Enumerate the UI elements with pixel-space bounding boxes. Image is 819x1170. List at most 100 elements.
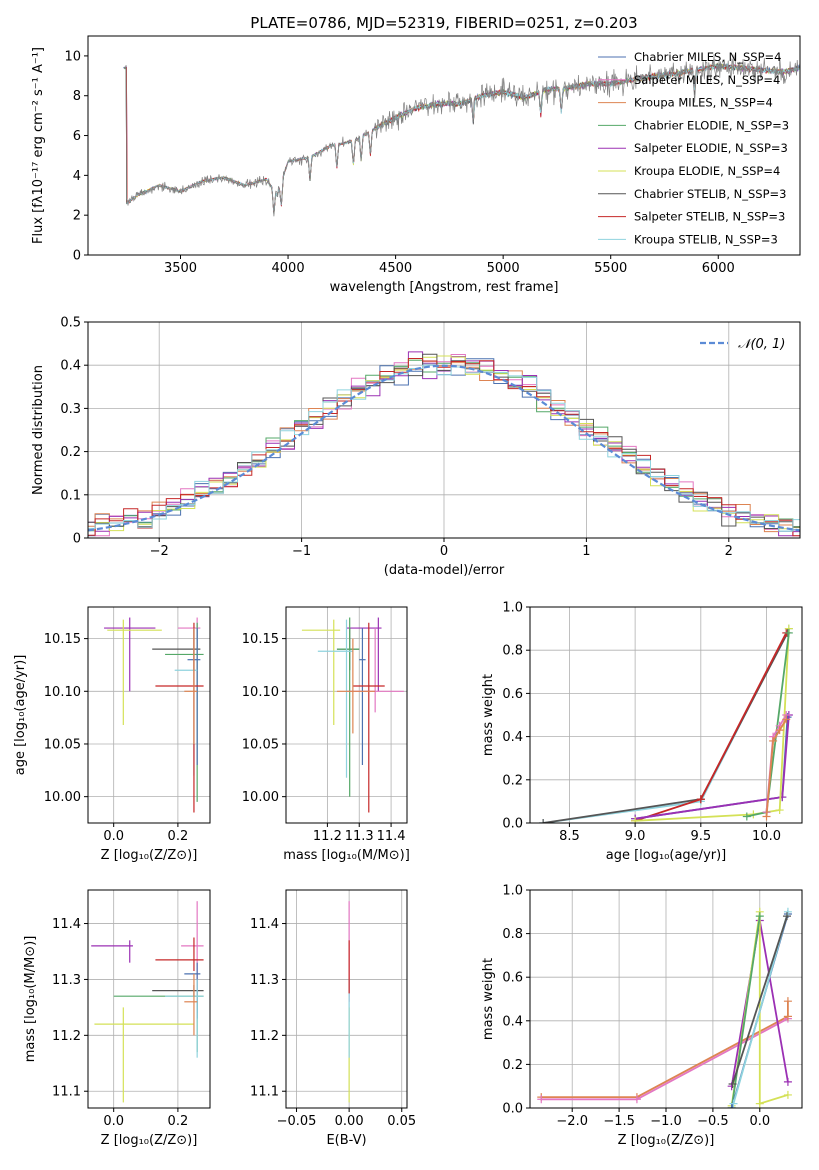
y-tick-label: 0.3 — [60, 402, 81, 417]
y-tick-label: 0.5 — [60, 316, 81, 331]
x-axis-label: age [log₁₀(age/yr)] — [606, 848, 727, 863]
weight-marker — [755, 912, 764, 921]
weight-marker — [782, 912, 791, 921]
weight-marker — [729, 1099, 738, 1108]
y-tick-label: 10.15 — [242, 632, 279, 647]
y-tick-label: 0.8 — [502, 927, 523, 942]
x-tick-label: 0.0 — [103, 1114, 124, 1129]
y-tick-label: 11.3 — [250, 973, 279, 988]
weight-marker — [755, 1099, 764, 1108]
plot-area — [88, 351, 800, 537]
y-tick-label: 2 — [73, 209, 81, 224]
chart-legend: 𝒩(0, 1) — [700, 337, 785, 352]
plot-area — [123, 54, 800, 217]
plot-area — [539, 624, 793, 823]
x-tick-label: −0.5 — [697, 1114, 729, 1129]
panels-group: 3500 4000 4500 5000 5500 60000246810wavelengt… — [13, 35, 803, 1148]
x-tick-label: −0.05 — [277, 1114, 317, 1129]
axes-frame — [87, 35, 801, 256]
panel-residuals: −2 −1 0 1 2 0 0.1 0.2 0.3 0.4 0.5 (data-model)/erro… — [31, 316, 801, 578]
weight-marker — [783, 1090, 792, 1099]
weight-marker — [769, 736, 778, 745]
legend-label: Kroupa MILES, N_SSP=4 — [634, 96, 773, 110]
residual-histogram — [88, 353, 800, 529]
weight-marker — [783, 907, 792, 916]
legend-label: 𝒩(0, 1) — [738, 337, 785, 352]
x-tick-label: 4500 — [379, 261, 412, 276]
y-axis-label: mass [log₁₀(M/M⊙)] — [23, 936, 38, 1063]
y-tick-label: 11.3 — [52, 973, 81, 988]
y-tick-label: 0.1 — [60, 488, 81, 503]
x-axis-label: (data-model)/error — [384, 563, 505, 578]
x-tick-label: 2 — [725, 544, 733, 559]
panel-mass-vs-Z: 0.0 0.2 11.1 11.2 11.3 11.4 Z [log₁₀(Z/Z⊙)] mas… — [23, 889, 211, 1148]
weight-marker — [696, 795, 705, 804]
residual-histogram — [88, 358, 800, 537]
y-tick-label: 0.4 — [502, 1014, 523, 1029]
y-tick-label: 10 — [64, 49, 81, 64]
x-tick-label: 5000 — [487, 261, 520, 276]
weight-marker — [537, 1095, 546, 1104]
x-tick-label: 10.0 — [752, 829, 781, 844]
x-tick-label: 11.4 — [377, 829, 406, 844]
y-tick-label: 1.0 — [502, 884, 523, 899]
x-tick-label: 0.00 — [335, 1114, 364, 1129]
legend-label: Chabrier STELIB, N_SSP=3 — [634, 187, 786, 201]
weight-line — [542, 628, 790, 823]
axes-frame — [285, 606, 408, 824]
legend-label: Kroupa ELODIE, N_SSP=4 — [634, 164, 780, 178]
weight-marker — [783, 997, 792, 1006]
y-axis-label: mass weight — [481, 674, 496, 756]
x-tick-label: 11.3 — [345, 829, 374, 844]
weight-marker — [762, 812, 771, 821]
y-tick-label: 0.4 — [60, 359, 81, 374]
weight-line — [635, 628, 790, 822]
x-tick-label: 3500 — [164, 261, 197, 276]
x-tick-label: −2 — [150, 544, 169, 559]
x-axis-label: E(B-V) — [326, 1133, 366, 1148]
x-tick-label: 0.2 — [168, 1114, 189, 1129]
y-tick-label: 6 — [73, 129, 81, 144]
y-axis-label: Normed distribution — [31, 365, 46, 495]
x-tick-label: 0.2 — [168, 829, 189, 844]
x-tick-label: −1 — [292, 544, 311, 559]
x-axis-label: Z [log₁₀(Z/Z⊙)] — [101, 848, 198, 863]
x-tick-label: 4000 — [272, 261, 305, 276]
x-tick-label: 0.0 — [749, 1114, 770, 1129]
legend-label: Salpeter STELIB, N_SSP=3 — [634, 210, 785, 224]
x-axis-label: Z [log₁₀(Z/Z⊙)] — [618, 1133, 715, 1148]
weight-marker — [742, 812, 751, 821]
y-tick-label: 0.2 — [502, 1058, 523, 1073]
normal-reference-curve — [88, 364, 800, 532]
chart-legend: Chabrier MILES, N_SSP=4 Salpeter MILES, N… — [598, 50, 789, 246]
weight-line — [731, 915, 788, 1085]
y-tick-label: 10.10 — [242, 685, 279, 700]
weight-line — [730, 916, 761, 1108]
x-tick-label: 1 — [582, 544, 590, 559]
axes-frame — [529, 606, 803, 824]
panel-spectrum: 3500 4000 4500 5000 5500 6000 0 2 4 6 8 10 wavelengt… — [31, 35, 801, 295]
y-tick-label: 10.15 — [44, 632, 81, 647]
y-tick-label: 0.6 — [502, 971, 523, 986]
axes-frame — [87, 889, 211, 1109]
legend-label: Chabrier ELODIE, N_SSP=3 — [634, 118, 789, 132]
panel-age-vs-Z: 0.0 0.2 10.00 10.05 10.10 10.15 Z [log₁₀(Z/Z⊙)… — [13, 606, 211, 863]
y-tick-label: 1.0 — [502, 601, 523, 616]
y-tick-label: 0.2 — [502, 773, 523, 788]
y-axis-label: age [log₁₀(age/yr)] — [13, 655, 28, 776]
x-tick-label: −1.5 — [603, 1114, 635, 1129]
y-tick-label: 11.1 — [52, 1085, 81, 1100]
y-tick-label: 10.05 — [44, 737, 81, 752]
x-tick-label: 0.05 — [387, 1114, 416, 1129]
y-tick-label: 0.2 — [60, 445, 81, 460]
y-tick-label: 0.6 — [502, 687, 523, 702]
y-tick-label: 4 — [73, 169, 81, 184]
weight-marker — [775, 806, 784, 815]
weight-line — [542, 632, 789, 823]
y-tick-label: 0 — [73, 532, 81, 547]
weight-line — [765, 718, 787, 817]
y-tick-label: 10.00 — [44, 790, 81, 805]
legend-label: Salpeter MILES, N_SSP=4 — [634, 73, 780, 87]
x-tick-label: 0.0 — [103, 829, 124, 844]
panel-weight-vs-Z: −2.0 −1.5 −1.0 −0.5 0.0 0.0 0.2 0.4 0.6 0.8 1.0 Z [… — [481, 884, 803, 1148]
